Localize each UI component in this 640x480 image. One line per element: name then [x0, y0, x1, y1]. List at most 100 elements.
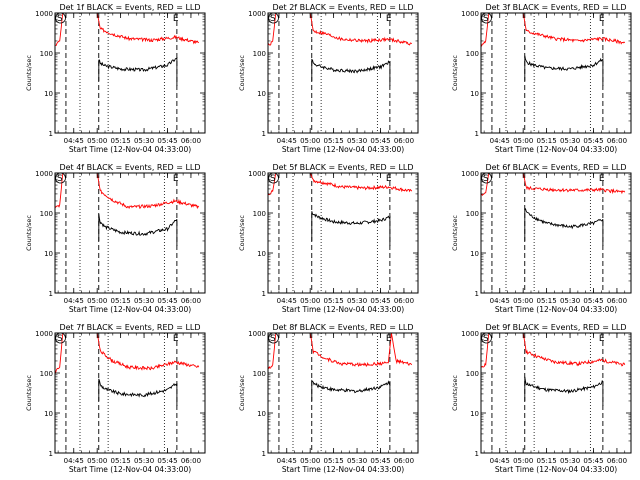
y-tick-label: 100 [40, 50, 53, 58]
events-series-line [524, 55, 604, 86]
chart-title: Det 5f BLACK = Events, RED = LLD [272, 163, 413, 172]
detector-chart: Det 2f BLACK = Events, RED = LLD 1 10 100 10… [238, 3, 419, 154]
x-tick-label: 05:30 [560, 457, 580, 465]
x-tick-label: 05:45 [370, 457, 390, 465]
x-tick-label: 05:15 [111, 457, 131, 465]
y-axis-label: Counts/sec [25, 55, 33, 91]
start-marker-label: S [483, 334, 489, 344]
x-tick-label: 05:15 [324, 457, 344, 465]
x-tick-label: 05:45 [583, 297, 603, 305]
y-tick-label: 1000 [248, 330, 266, 338]
lld-series-line [481, 333, 626, 368]
x-tick-label: 05:45 [583, 137, 603, 145]
y-tick-label: 1 [475, 290, 479, 298]
y-axis-label: Counts/sec [238, 55, 246, 91]
y-tick-label: 10 [44, 90, 53, 98]
y-axis-label: Counts/sec [238, 215, 246, 251]
x-tick-label: 05:15 [324, 137, 344, 145]
lld-series-line [268, 173, 413, 196]
x-tick-label: 05:00 [300, 297, 320, 305]
events-series-line [311, 58, 391, 86]
y-tick-label: 1000 [35, 10, 53, 18]
end-marker-label: E [173, 14, 179, 24]
y-tick-label: 10 [257, 410, 266, 418]
lld-series-line [268, 13, 413, 46]
y-tick-label: 1000 [35, 170, 53, 178]
lld-series-line [481, 13, 626, 47]
plot-frame [267, 172, 419, 294]
x-tick-label: 05:00 [513, 297, 533, 305]
x-tick-label: 05:30 [134, 297, 154, 305]
x-tick-label: 05:30 [560, 297, 580, 305]
start-marker-circle [268, 12, 279, 24]
end-marker-label: E [599, 174, 605, 184]
plot-frame [480, 12, 632, 134]
x-tick-label: 05:30 [347, 137, 367, 145]
detector-panel: Det 2f BLACK = Events, RED = LLD 1 10 100 10… [213, 0, 427, 160]
events-series-line [311, 211, 391, 246]
start-marker-circle [55, 172, 66, 184]
y-axis-label: Counts/sec [451, 55, 459, 91]
start-marker-label: S [483, 14, 489, 24]
detector-chart: Det 4f BLACK = Events, RED = LLD 1 10 100 10… [25, 163, 206, 314]
y-tick-label: 1 [475, 130, 479, 138]
x-axis-label: Start Time (12-Nov-04 04:33:00) [495, 145, 617, 154]
detector-chart: Det 1f BLACK = Events, RED = LLD 1 10 100 10… [25, 3, 206, 154]
y-tick-label: 100 [40, 370, 53, 378]
detector-panel: Det 7f BLACK = Events, RED = LLD 1 10 100 10… [0, 320, 214, 480]
plot-area [268, 173, 413, 293]
x-axis-label: Start Time (12-Nov-04 04:33:00) [282, 305, 404, 314]
y-tick-label: 1000 [248, 10, 266, 18]
plot-area [481, 13, 626, 133]
y-axis-label: Counts/sec [25, 215, 33, 251]
x-tick-label: 05:15 [537, 457, 557, 465]
x-tick-label: 06:00 [607, 457, 627, 465]
start-marker-circle [55, 12, 66, 24]
x-tick-label: 05:45 [583, 457, 603, 465]
x-axis-label: Start Time (12-Nov-04 04:33:00) [282, 465, 404, 474]
events-series-line [524, 208, 604, 246]
plot-area [55, 13, 200, 133]
events-series-line [98, 378, 178, 406]
end-marker-label: E [599, 334, 605, 344]
x-tick-label: 06:00 [181, 457, 201, 465]
events-series-line [98, 214, 178, 246]
x-tick-label: 05:30 [347, 297, 367, 305]
chart-title: Det 8f BLACK = Events, RED = LLD [272, 323, 413, 332]
start-marker-label: S [57, 334, 63, 344]
x-axis-label: Start Time (12-Nov-04 04:33:00) [69, 465, 191, 474]
y-tick-label: 1000 [248, 170, 266, 178]
x-tick-label: 05:00 [87, 137, 107, 145]
y-tick-label: 10 [44, 410, 53, 418]
plot-frame [267, 12, 419, 134]
x-tick-label: 06:00 [394, 137, 414, 145]
start-marker-label: S [270, 334, 276, 344]
x-tick-label: 05:45 [157, 457, 177, 465]
x-tick-label: 04:45 [277, 297, 297, 305]
y-tick-label: 1000 [35, 330, 53, 338]
y-tick-label: 100 [253, 50, 266, 58]
y-tick-label: 1 [49, 290, 53, 298]
x-tick-label: 06:00 [394, 457, 414, 465]
start-marker-circle [481, 12, 492, 24]
y-tick-label: 100 [466, 50, 479, 58]
x-tick-label: 05:00 [300, 457, 320, 465]
end-marker-label: E [386, 334, 392, 344]
x-axis-label: Start Time (12-Nov-04 04:33:00) [495, 465, 617, 474]
end-marker-label: E [386, 174, 392, 184]
detector-chart: Det 5f BLACK = Events, RED = LLD 1 10 100 10… [238, 163, 419, 314]
lld-series-line [268, 333, 413, 370]
x-axis-label: Start Time (12-Nov-04 04:33:00) [495, 305, 617, 314]
detector-chart: Det 3f BLACK = Events, RED = LLD 1 10 100 10… [451, 3, 632, 154]
y-tick-label: 1 [475, 450, 479, 458]
y-tick-label: 1 [49, 130, 53, 138]
y-tick-label: 1000 [461, 170, 479, 178]
x-tick-label: 04:45 [64, 137, 84, 145]
chart-title: Det 4f BLACK = Events, RED = LLD [59, 163, 200, 172]
detector-chart: Det 8f BLACK = Events, RED = LLD 1 10 100 10… [238, 323, 419, 474]
detector-panel: Det 6f BLACK = Events, RED = LLD 1 10 100 10… [426, 160, 640, 320]
plot-area [55, 333, 200, 453]
y-tick-label: 1000 [461, 330, 479, 338]
plot-area [268, 13, 413, 133]
y-tick-label: 100 [466, 210, 479, 218]
